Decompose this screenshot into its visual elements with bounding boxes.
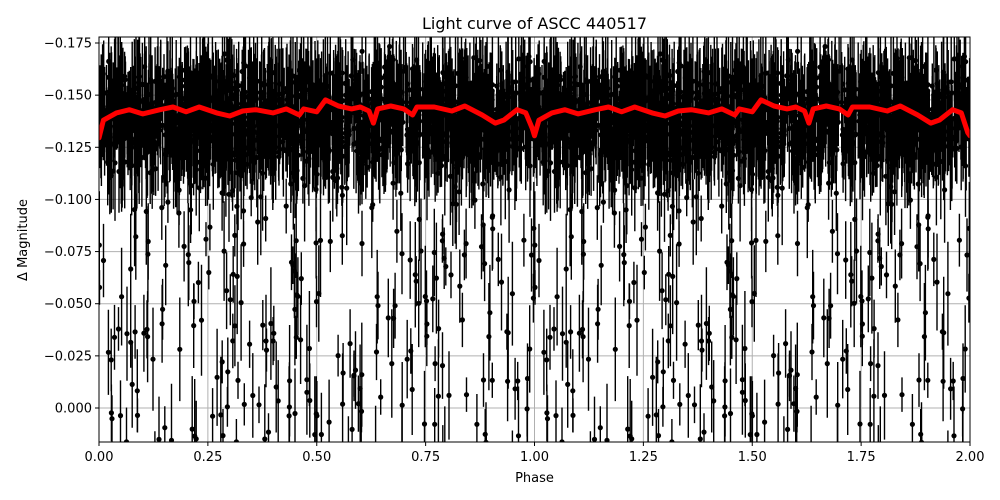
chart-title: Light curve of ASCC 440517	[422, 14, 647, 33]
x-tick-label: 1.50	[738, 450, 767, 465]
model-line	[99, 97, 970, 141]
x-tick-label: 0.00	[85, 450, 114, 465]
x-tick-label: 2.00	[956, 450, 985, 465]
x-axis-ticks: 0.00 0.25 0.50 0.75 1.00 1.25 1.50 1.75 2.00	[85, 442, 985, 465]
y-tick-label: −0.175	[44, 37, 92, 52]
y-axis-ticks: −0.175 −0.150 −0.125 −0.100 −0.075 −0.050 −0.0…	[44, 37, 99, 417]
x-axis-label: Phase	[515, 471, 554, 486]
x-tick-label: 0.75	[411, 450, 440, 465]
y-tick-label: −0.050	[44, 297, 92, 312]
y-axis-label: Δ Magnitude	[16, 199, 31, 281]
y-tick-label: 0.000	[55, 402, 92, 417]
x-tick-label: 0.50	[302, 450, 331, 465]
x-tick-label: 1.25	[629, 450, 658, 465]
model-curve	[99, 97, 970, 141]
x-tick-label: 1.00	[520, 450, 549, 465]
y-tick-label: −0.125	[44, 141, 92, 156]
y-tick-label: −0.100	[44, 193, 92, 208]
y-tick-label: −0.025	[44, 349, 92, 364]
y-tick-label: −0.075	[44, 245, 92, 260]
y-tick-label: −0.150	[44, 89, 92, 104]
x-tick-label: 0.25	[193, 450, 222, 465]
x-tick-label: 1.75	[847, 450, 876, 465]
